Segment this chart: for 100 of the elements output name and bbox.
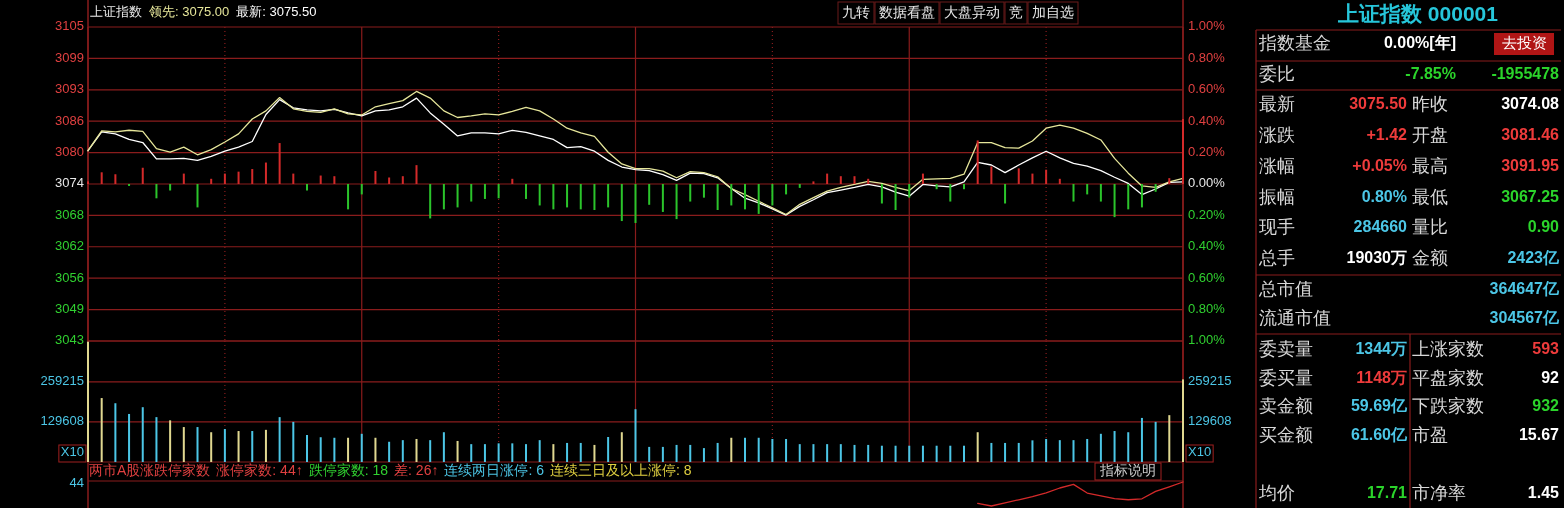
bar <box>867 178 870 184</box>
bar <box>908 445 911 462</box>
text: 委比 <box>1259 63 1295 84</box>
text: 总市值 <box>1258 278 1313 299</box>
annotation: 差: 26↑ <box>394 461 439 478</box>
y-tick-label: 3056 <box>55 269 84 285</box>
bar <box>497 443 500 462</box>
bar <box>442 432 445 462</box>
text: -1955478 <box>1491 65 1560 83</box>
y-tick-label: 3086 <box>55 112 84 128</box>
bar <box>319 175 322 184</box>
bar <box>744 184 746 210</box>
text: 3091.95 <box>1501 157 1560 175</box>
bar <box>785 438 788 462</box>
bar <box>839 444 842 462</box>
text: 最高 <box>1412 155 1448 176</box>
y2-tick-label: 129608 <box>1188 413 1232 429</box>
bar <box>976 140 979 184</box>
bar <box>264 162 267 184</box>
bar <box>1031 440 1034 462</box>
bar <box>689 184 692 202</box>
bar <box>593 184 596 210</box>
bar <box>1140 184 1143 208</box>
bar <box>401 440 404 462</box>
text: 2423亿 <box>1507 249 1560 267</box>
text: 304567亿 <box>1489 309 1560 327</box>
bar <box>306 435 308 462</box>
bar <box>237 431 240 462</box>
y2-tick-label: 1.00% <box>1188 18 1226 34</box>
bar <box>593 444 596 462</box>
y-tick-label: 3105 <box>55 18 84 34</box>
bar <box>949 184 952 202</box>
bar <box>675 184 678 220</box>
text: 上证指数 000001 <box>1337 1 1499 25</box>
text: 大盘异动 <box>944 3 1000 20</box>
text: 上涨家数 <box>1412 338 1484 359</box>
y-tick-label: 3093 <box>55 81 84 97</box>
bar <box>278 143 281 184</box>
bar <box>141 167 144 184</box>
bar <box>456 184 459 208</box>
bar <box>141 407 144 462</box>
bar <box>1072 440 1075 462</box>
bar <box>292 173 295 184</box>
y2-tick-label: 0.60% <box>1188 269 1226 285</box>
bar <box>757 184 760 214</box>
bar <box>675 444 678 462</box>
bar <box>1182 379 1184 462</box>
text: 涨幅 <box>1259 155 1295 176</box>
bar <box>935 445 938 462</box>
bar <box>525 444 527 462</box>
bar <box>634 409 637 462</box>
bar <box>1182 119 1184 184</box>
y-tick-label: 3080 <box>55 144 84 160</box>
y-tick-label: 3049 <box>55 301 84 317</box>
bar <box>278 417 281 462</box>
bar <box>798 184 801 188</box>
text: 61.60亿 <box>1350 426 1408 444</box>
y2-tick-label: 0.20% <box>1188 144 1226 160</box>
text: 284660 <box>1353 218 1408 236</box>
bar <box>730 184 733 206</box>
text: 1148万 <box>1356 369 1407 387</box>
bar <box>771 184 774 206</box>
bar <box>1031 173 1034 184</box>
text: 3081.46 <box>1501 126 1560 144</box>
text: X10 <box>60 444 84 460</box>
text: 委卖量 <box>1259 338 1313 359</box>
bar <box>155 184 158 199</box>
bar <box>1017 168 1020 184</box>
text: 1.45 <box>1527 484 1560 502</box>
bar <box>1113 431 1116 462</box>
bar <box>661 446 664 462</box>
text: 卖金额 <box>1259 395 1313 416</box>
text: 去投资 <box>1501 33 1547 51</box>
bar <box>689 444 692 462</box>
text: 3067.25 <box>1501 188 1560 206</box>
text: 0.00%[年] <box>1383 34 1456 52</box>
bar <box>333 437 336 462</box>
bar <box>114 174 117 184</box>
bar <box>1072 184 1075 202</box>
bar <box>525 184 527 199</box>
text: 买金额 <box>1259 424 1313 445</box>
y-tick-label: 3074 <box>55 175 84 191</box>
text: X10 <box>1188 444 1212 460</box>
bar <box>388 441 391 462</box>
bar <box>128 413 131 462</box>
bar <box>1154 184 1157 192</box>
bar <box>182 427 185 462</box>
bar <box>1127 184 1130 210</box>
bar <box>620 184 623 222</box>
bar <box>182 173 185 184</box>
bar <box>360 433 363 462</box>
bar <box>963 184 965 190</box>
y-tick-label: 3062 <box>55 238 84 254</box>
bar <box>1045 438 1048 462</box>
bar <box>1086 184 1089 195</box>
bar <box>648 184 651 205</box>
bar <box>374 171 377 184</box>
bar <box>483 444 486 462</box>
text: 金额 <box>1412 247 1448 268</box>
bar <box>347 437 350 462</box>
